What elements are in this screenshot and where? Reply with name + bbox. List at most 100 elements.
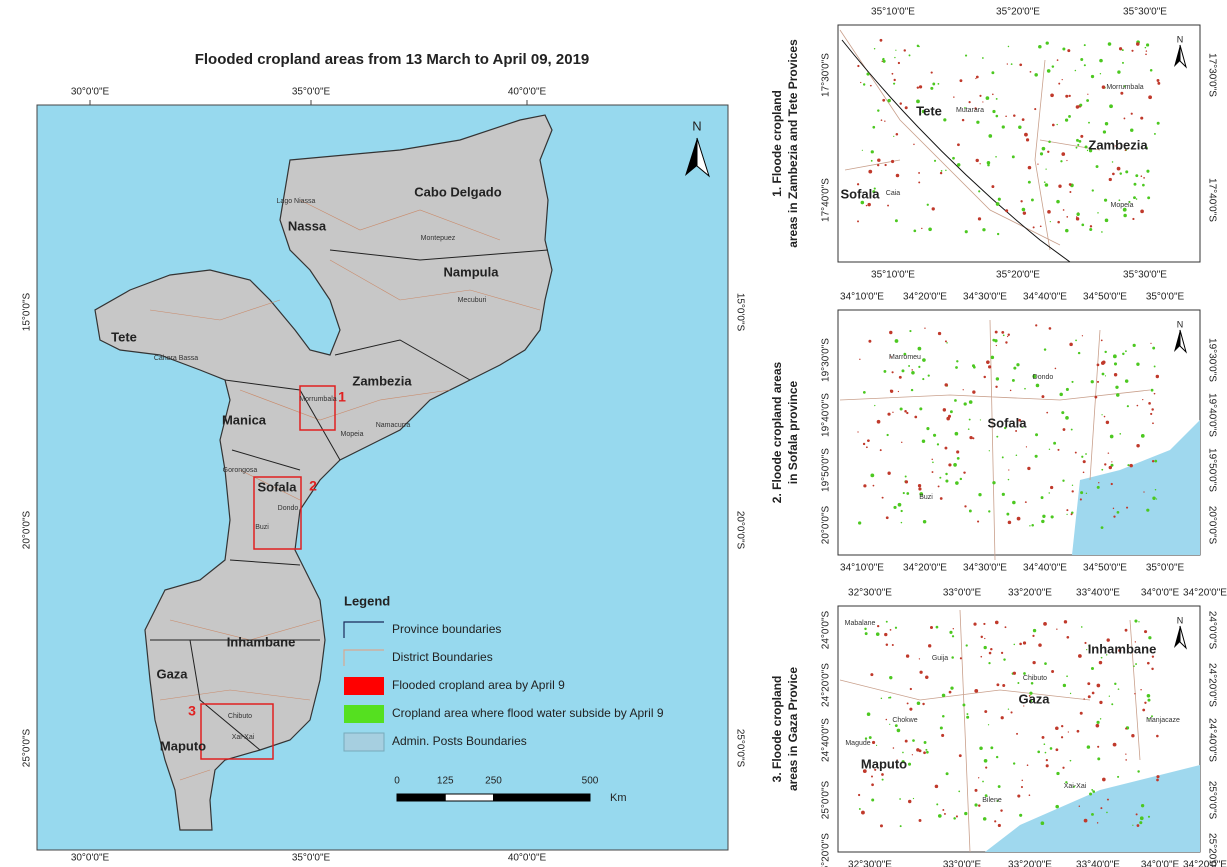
cropland-pixel <box>1157 81 1161 85</box>
cropland-pixel <box>975 158 979 163</box>
cropland-pixel <box>1114 682 1117 686</box>
inset-bottom-tick: 34°40'0"E <box>1023 563 1067 574</box>
cropland-pixel <box>1037 750 1041 754</box>
cropland-pixel <box>899 825 902 828</box>
cropland-pixel <box>870 150 874 154</box>
cropland-pixel <box>1035 433 1039 437</box>
inset-caption: 2. Floode cropland areas <box>770 361 784 503</box>
cropland-pixel <box>1101 468 1104 471</box>
inset-left-tick: 19°40'0"S <box>821 393 832 437</box>
cropland-pixel <box>1066 675 1068 678</box>
cropland-pixel <box>975 77 977 80</box>
inset-caption: 1. Floode cropland <box>770 90 784 197</box>
cropland-pixel <box>1035 324 1038 327</box>
cropland-pixel <box>1100 339 1103 342</box>
cropland-pixel <box>908 364 911 367</box>
bottom-tick: 30°0'0"E <box>71 853 110 864</box>
cropland-pixel <box>1085 492 1088 495</box>
cropland-pixel <box>1023 705 1025 707</box>
inset-province: Inhambane <box>1088 641 1157 656</box>
legend-swatch <box>344 677 384 695</box>
inset-district: Bilene <box>982 797 1002 804</box>
cropland-pixel <box>977 217 982 221</box>
cropland-pixel <box>1134 619 1138 623</box>
cropland-pixel <box>1146 694 1151 698</box>
inset-number: 3 <box>188 703 196 719</box>
district-label: Dondo <box>278 505 299 512</box>
cropland-pixel <box>1079 103 1083 107</box>
cropland-pixel <box>1041 735 1045 739</box>
inset-top-tick: 32°30'0"E <box>848 588 892 599</box>
cropland-pixel <box>922 520 927 524</box>
cropland-pixel <box>918 181 921 184</box>
cropland-pixel <box>1069 191 1072 194</box>
cropland-pixel <box>867 439 870 443</box>
inset-right-tick: 19°30'0"S <box>1206 338 1217 382</box>
inset-top-tick: 33°0'0"E <box>943 588 982 599</box>
cropland-pixel <box>994 620 999 625</box>
cropland-pixel <box>859 358 861 360</box>
inset-river <box>841 39 1071 263</box>
cropland-pixel <box>881 778 884 781</box>
cropland-pixel <box>870 775 873 778</box>
legend-item: Admin. Posts Boundaries <box>392 734 527 748</box>
cropland-pixel <box>965 644 968 647</box>
inset-left-tick: 25°20'0"S <box>821 833 832 867</box>
cropland-pixel <box>994 820 997 823</box>
cropland-pixel <box>974 803 978 807</box>
cropland-pixel <box>1058 82 1061 85</box>
cropland-pixel <box>1080 491 1084 495</box>
cropland-pixel <box>922 702 925 706</box>
cropland-pixel <box>1103 415 1106 418</box>
cropland-pixel <box>1146 661 1150 665</box>
inset-north-arrow <box>1174 330 1180 352</box>
cropland-pixel <box>1079 711 1083 715</box>
inset-number: 1 <box>338 389 346 405</box>
cropland-pixel <box>1131 49 1134 52</box>
cropland-pixel <box>904 480 909 484</box>
cropland-pixel <box>864 737 868 740</box>
cropland-pixel <box>1084 145 1088 149</box>
cropland-pixel <box>1153 392 1156 395</box>
cropland-pixel <box>858 808 861 810</box>
inset-district: Mopeia <box>1111 202 1134 209</box>
cropland-pixel <box>1089 225 1093 228</box>
cropland-pixel <box>936 443 940 446</box>
cropland-pixel <box>995 97 998 100</box>
cropland-pixel <box>1050 93 1054 98</box>
cropland-pixel <box>1124 628 1128 632</box>
cropland-pixel <box>1122 352 1125 356</box>
inset-left-tick: 24°20'0"S <box>821 663 832 707</box>
cropland-pixel <box>893 78 896 82</box>
cropland-pixel <box>860 200 865 205</box>
cropland-pixel <box>1041 395 1045 399</box>
cropland-pixel <box>1086 745 1091 749</box>
cropland-pixel <box>1081 335 1084 337</box>
cropland-pixel <box>958 790 961 793</box>
cropland-pixel <box>1003 658 1006 661</box>
cropland-pixel <box>1019 642 1022 646</box>
cropland-pixel <box>1034 454 1038 458</box>
cropland-pixel <box>864 627 867 631</box>
cropland-pixel <box>955 366 958 369</box>
cropland-pixel <box>965 54 968 57</box>
inset-district: Buzi <box>919 494 933 501</box>
cropland-pixel <box>1089 792 1093 796</box>
cropland-pixel <box>1151 715 1153 718</box>
cropland-pixel <box>1151 655 1155 658</box>
cropland-pixel <box>1136 362 1140 366</box>
cropland-pixel <box>872 125 876 129</box>
cropland-pixel <box>921 439 926 444</box>
cropland-pixel <box>1154 459 1158 463</box>
cropland-pixel <box>900 521 903 524</box>
cropland-pixel <box>979 746 983 750</box>
cropland-pixel <box>1021 207 1026 212</box>
cropland-pixel <box>1139 821 1143 825</box>
cropland-pixel <box>975 75 979 79</box>
cropland-pixel <box>884 120 886 122</box>
cropland-pixel <box>1130 112 1133 115</box>
inset-top-tick: 34°20'0"E <box>903 292 947 303</box>
cropland-pixel <box>1078 139 1082 143</box>
cropland-pixel <box>988 651 992 655</box>
cropland-pixel <box>1145 53 1147 56</box>
